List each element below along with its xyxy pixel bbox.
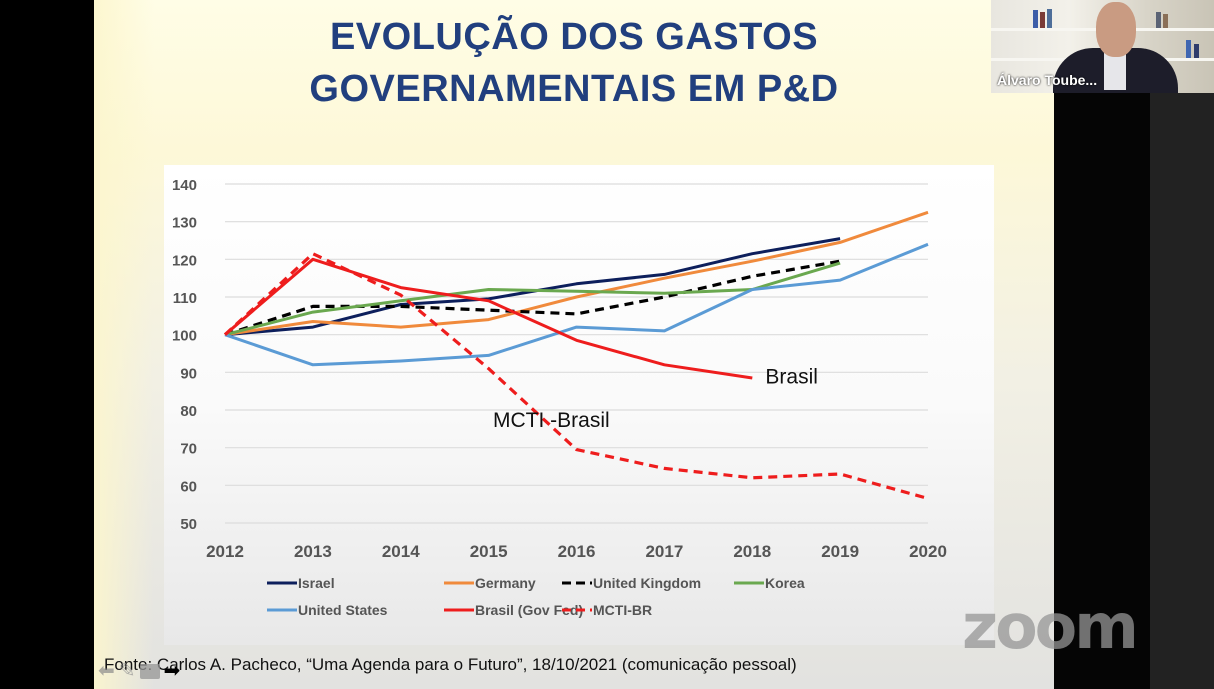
screen-left-border — [0, 0, 94, 689]
y-tick-label: 70 — [180, 441, 197, 458]
y-tick-label: 80 — [180, 403, 197, 420]
series-line-united-states — [224, 242, 929, 367]
legend-label: MCTI-BR — [593, 602, 652, 618]
slide-menu-icon[interactable] — [139, 663, 160, 679]
chart-container: 50 60 70 80 90 100 110 120 130 140 2012 2013 2014 201… — [164, 165, 994, 645]
chart-annotation: MCTI -Brasil — [493, 409, 610, 432]
x-tick-label: 2015 — [470, 542, 508, 561]
legend-label: Germany — [475, 575, 536, 591]
legend-label: Brasil (Gov Fed) — [475, 602, 583, 618]
participant-video[interactable]: Álvaro Toube... — [991, 0, 1214, 93]
y-tick-label: 50 — [180, 516, 197, 533]
book — [1156, 12, 1161, 28]
line-chart: 50 60 70 80 90 100 110 120 130 140 2012 2013 2014 201… — [172, 177, 947, 618]
y-tick-label: 120 — [172, 252, 197, 269]
series-line-mcti-br — [223, 252, 929, 501]
legend-label: United Kingdom — [593, 575, 701, 591]
series-line-korea — [224, 261, 841, 337]
book — [1194, 44, 1199, 58]
y-tick-label: 60 — [180, 478, 197, 495]
presentation-slide: EVOLUÇÃO DOS GASTOS GOVERNAMENTAIS EM P&… — [94, 0, 1054, 689]
video-panel-side — [1150, 93, 1214, 689]
book — [1040, 12, 1045, 28]
book — [1186, 40, 1191, 58]
video-panel-empty — [1054, 93, 1150, 689]
y-tick-label: 90 — [180, 365, 197, 382]
slide-decoration — [94, 0, 154, 689]
book — [1163, 14, 1168, 28]
zoom-watermark: zoom — [962, 590, 1139, 663]
source-citation: Fonte: Carlos A. Pacheco, “Uma Agenda pa… — [104, 655, 797, 674]
x-tick-label: 2017 — [645, 542, 683, 561]
book — [1047, 9, 1052, 28]
x-tick-label: 2012 — [206, 542, 244, 561]
legend-label: Israel — [298, 575, 335, 591]
series-line-brasil-gov-fed — [224, 257, 753, 380]
next-slide-icon[interactable]: ➡ — [163, 660, 181, 682]
x-tick-label: 2014 — [382, 542, 420, 561]
x-tick-label: 2020 — [909, 542, 947, 561]
person-head — [1096, 2, 1136, 57]
participant-name: Álvaro Toube... — [997, 72, 1098, 88]
x-tick-label: 2016 — [558, 542, 596, 561]
series-line-united-kingdom — [224, 259, 841, 337]
pen-icon[interactable]: ✎ — [118, 660, 136, 682]
y-tick-label: 110 — [173, 290, 197, 307]
previous-slide-icon[interactable]: ⬅ — [98, 660, 115, 682]
x-tick-label: 2019 — [821, 542, 859, 561]
book — [1033, 10, 1038, 28]
slide-nav-controls: ⬅ ✎ ➡ — [98, 660, 180, 682]
y-tick-label: 140 — [172, 177, 197, 194]
legend-label: United States — [298, 602, 388, 618]
legend-label: Korea — [765, 575, 805, 591]
person-collar — [1104, 50, 1126, 90]
x-tick-label: 2013 — [294, 542, 332, 561]
y-tick-label: 100 — [172, 328, 197, 345]
series-line-germany — [224, 210, 929, 337]
slide-title-line1: EVOLUÇÃO DOS GASTOS — [329, 16, 819, 58]
y-tick-label: 130 — [172, 215, 197, 232]
x-tick-label: 2018 — [733, 542, 771, 561]
slide-title-line2: GOVERNAMENTAIS EM P&D — [309, 68, 839, 110]
chart-annotation: Brasil — [765, 366, 818, 389]
